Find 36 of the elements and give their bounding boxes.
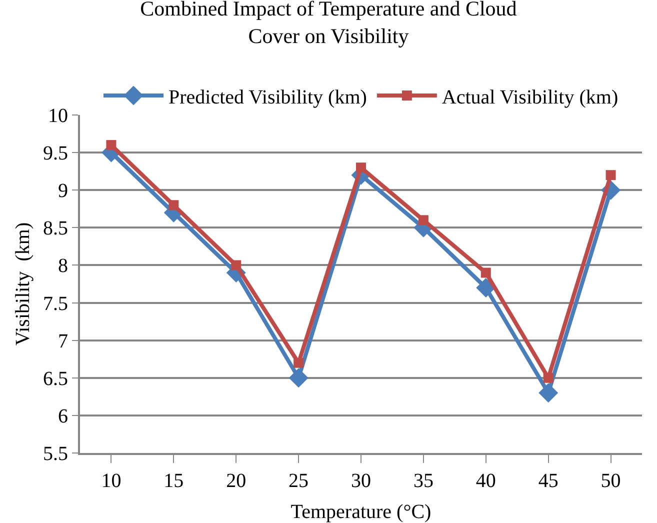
point — [606, 170, 616, 180]
point — [106, 140, 116, 150]
point — [294, 358, 304, 368]
y-tick-label: 7.5 — [43, 292, 68, 315]
x-tick-label: 45 — [538, 470, 558, 492]
x-tick-label: 10 — [101, 470, 122, 492]
point — [231, 260, 242, 270]
point — [480, 268, 491, 278]
x-tick-label: 25 — [288, 470, 309, 492]
x-tick-label: 40 — [476, 470, 496, 492]
y-tick-label: 8.5 — [43, 218, 68, 240]
y-tick-label: 6.5 — [43, 368, 68, 390]
y-tick-label: 6 — [58, 405, 68, 428]
point — [543, 372, 554, 383]
point — [538, 383, 558, 403]
y-tick-label: 9.5 — [43, 142, 68, 165]
y-tick-label: 7 — [58, 330, 68, 352]
y-tick-label: 5.5 — [43, 443, 68, 465]
x-axis-title: Temperature (°C) — [290, 501, 432, 523]
legend-label: Actual Visibility (km) — [442, 86, 618, 108]
y-tick-label: 8 — [58, 255, 68, 278]
point — [288, 368, 308, 388]
y-tick-label: 9 — [58, 180, 68, 202]
x-tick-label: 30 — [351, 470, 371, 492]
point — [418, 215, 428, 226]
x-tick-label: 20 — [226, 470, 246, 492]
x-tick-label: 35 — [413, 470, 434, 492]
legend-label: Predicted Visibility (km) — [168, 86, 367, 108]
x-tick-label: 50 — [600, 470, 621, 492]
point — [168, 200, 179, 210]
y-tick-label: 10 — [48, 105, 68, 127]
x-tick-label: 15 — [164, 470, 184, 492]
point — [356, 162, 366, 173]
y-axis-title: Visibility (km) — [12, 222, 34, 346]
point — [476, 278, 496, 298]
chart-title: Combined Impact of Temperature and Cloud Cover on Visibility — [140, 0, 518, 48]
